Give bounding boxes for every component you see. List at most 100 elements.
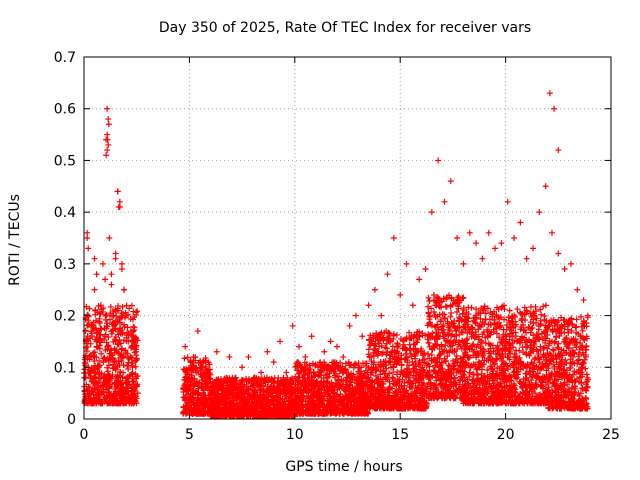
data-point [366, 353, 373, 360]
data-point [367, 366, 374, 373]
data-point [473, 306, 480, 313]
data-point [328, 408, 335, 415]
data-point [479, 331, 486, 338]
data-point [131, 327, 138, 334]
data-point [207, 400, 214, 407]
data-point [487, 345, 494, 352]
data-point [288, 408, 295, 415]
data-point [112, 338, 119, 345]
data-point [104, 346, 111, 353]
data-point [266, 409, 273, 416]
data-point [414, 329, 421, 336]
data-point [191, 381, 198, 388]
data-point [326, 380, 333, 387]
data-point [288, 402, 295, 409]
data-point [454, 325, 461, 332]
data-point [335, 363, 342, 370]
data-point [404, 357, 411, 364]
data-point [425, 339, 432, 346]
data-point [451, 388, 458, 395]
data-point [105, 389, 112, 396]
data-point [468, 304, 475, 311]
data-point [440, 295, 447, 302]
data-point [316, 394, 323, 401]
data-point [127, 316, 134, 322]
data-point [480, 361, 487, 368]
data-point [113, 375, 120, 382]
data-point [124, 329, 131, 336]
data-point [448, 295, 455, 302]
data-point [117, 369, 124, 376]
data-point [348, 361, 355, 368]
data-point [106, 385, 113, 392]
data-point [537, 306, 544, 313]
data-point [353, 377, 360, 384]
data-point [318, 378, 325, 385]
data-point [88, 400, 95, 407]
data-point [276, 386, 283, 393]
data-point [306, 401, 313, 408]
data-point [414, 401, 421, 408]
data-point [431, 291, 438, 298]
data-point [94, 330, 101, 337]
data-point [98, 350, 105, 357]
data-point [459, 295, 466, 302]
data-point [537, 343, 544, 350]
data-point [488, 365, 495, 372]
data-point [500, 331, 507, 338]
data-point [343, 392, 350, 399]
data-point [412, 353, 419, 360]
data-point [93, 317, 100, 324]
data-point [431, 323, 438, 330]
data-point [390, 375, 397, 382]
data-point [292, 373, 299, 380]
data-point [429, 346, 436, 353]
data-point [378, 334, 385, 341]
data-point [183, 373, 190, 380]
data-point [103, 378, 110, 385]
data-point [412, 372, 419, 379]
data-point [535, 364, 542, 371]
data-point [409, 358, 416, 365]
data-point [497, 380, 504, 387]
data-point [389, 343, 396, 350]
data-point [415, 360, 422, 367]
data-point [425, 331, 432, 338]
data-point [352, 391, 359, 398]
data-point [108, 347, 115, 354]
data-point [400, 341, 407, 348]
data-point [527, 303, 534, 310]
data-point [255, 400, 262, 407]
data-point [91, 397, 98, 404]
data-point [184, 354, 191, 361]
data-point [107, 375, 114, 382]
data-point [111, 394, 118, 401]
data-point [387, 402, 394, 409]
data-point [126, 400, 133, 407]
grid-lines [84, 57, 611, 419]
data-point [239, 391, 246, 398]
data-point [444, 353, 451, 360]
data-point [91, 384, 98, 391]
data-point [461, 374, 468, 381]
data-point [281, 398, 288, 405]
data-point [229, 409, 236, 416]
data-point [468, 362, 475, 369]
data-point [118, 345, 125, 352]
data-point [377, 388, 384, 395]
data-point [307, 393, 314, 400]
data-point [393, 388, 400, 395]
data-point [298, 407, 305, 414]
data-point [540, 303, 547, 310]
data-point [453, 308, 460, 315]
data-point [396, 382, 403, 389]
data-point [305, 379, 312, 386]
data-point [403, 335, 410, 342]
data-point [398, 362, 405, 369]
data-point [265, 399, 272, 406]
data-point [310, 369, 317, 376]
data-point [202, 358, 209, 365]
data-point [370, 342, 377, 349]
data-point [125, 378, 132, 385]
data-point [229, 397, 236, 404]
